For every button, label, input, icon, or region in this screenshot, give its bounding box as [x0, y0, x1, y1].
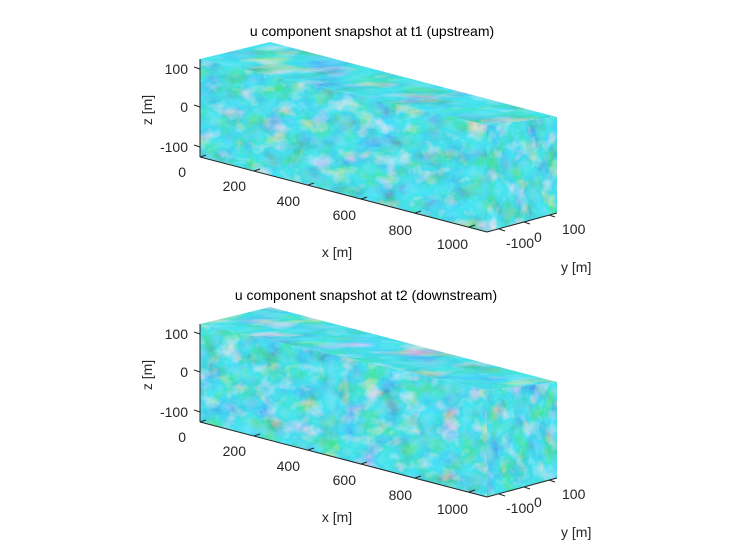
plot-2-y-label: y [m]	[561, 524, 591, 540]
plot-1-x-tick-600: 600	[333, 207, 357, 223]
plot-2-y-tick-100: 100	[562, 486, 586, 502]
plot-2-y-tick-0: 0	[534, 494, 542, 510]
plot-1-x-tick-200: 200	[223, 178, 247, 194]
plot-1-y-label: y [m]	[561, 259, 591, 275]
plot-1-x-tick-1000: 1000	[437, 236, 468, 252]
plot-2-title: u component snapshot at t2 (downstream)	[235, 287, 497, 303]
plot-1-side-face	[487, 117, 557, 232]
plot-2-z-tick-100: 100	[165, 326, 189, 342]
plot-1-title: u component snapshot at t1 (upstream)	[250, 23, 494, 39]
plot-2-x-tick-1000: 1000	[437, 501, 468, 517]
plot-1-x-tick-400: 400	[277, 193, 301, 209]
plot-2-y-tick-neg100: -100	[506, 500, 534, 516]
plot-2-z-label: z [m]	[139, 360, 155, 390]
plot-1-z-tick-neg100: -100	[160, 139, 188, 155]
plot-1-z-tick-0: 0	[180, 99, 188, 115]
plot-1-x-label: x [m]	[322, 244, 352, 260]
plot-2-x-tick-800: 800	[389, 487, 413, 503]
plot-1-z-label: z [m]	[139, 95, 155, 125]
plot-2-side-face	[487, 382, 557, 497]
plot-1-y-tick-0: 0	[534, 229, 542, 245]
plot-2-x-label: x [m]	[322, 509, 352, 525]
plot-2-x-tick-600: 600	[333, 472, 357, 488]
plot-2: u component snapshot at t2 (downstream)	[139, 287, 591, 540]
plot-1-y-tick-100: 100	[562, 221, 586, 237]
plot-2-x-tick-0: 0	[178, 429, 186, 445]
plot-2-z-tick-0: 0	[180, 364, 188, 380]
plot-2-axes	[193, 324, 558, 498]
plot-2-x-tick-400: 400	[277, 458, 301, 474]
plot-2-z-tick-neg100: -100	[160, 404, 188, 420]
plot-1-axes	[193, 59, 558, 233]
plot-2-x-tick-200: 200	[223, 443, 247, 459]
plot-1-x-tick-0: 0	[178, 164, 186, 180]
plot-1-y-tick-neg100: -100	[506, 235, 534, 251]
plot-1-x-tick-800: 800	[389, 222, 413, 238]
plot-1-z-tick-100: 100	[165, 61, 189, 77]
plot-1: u component snapshot at t1 (upstream)	[139, 23, 591, 275]
